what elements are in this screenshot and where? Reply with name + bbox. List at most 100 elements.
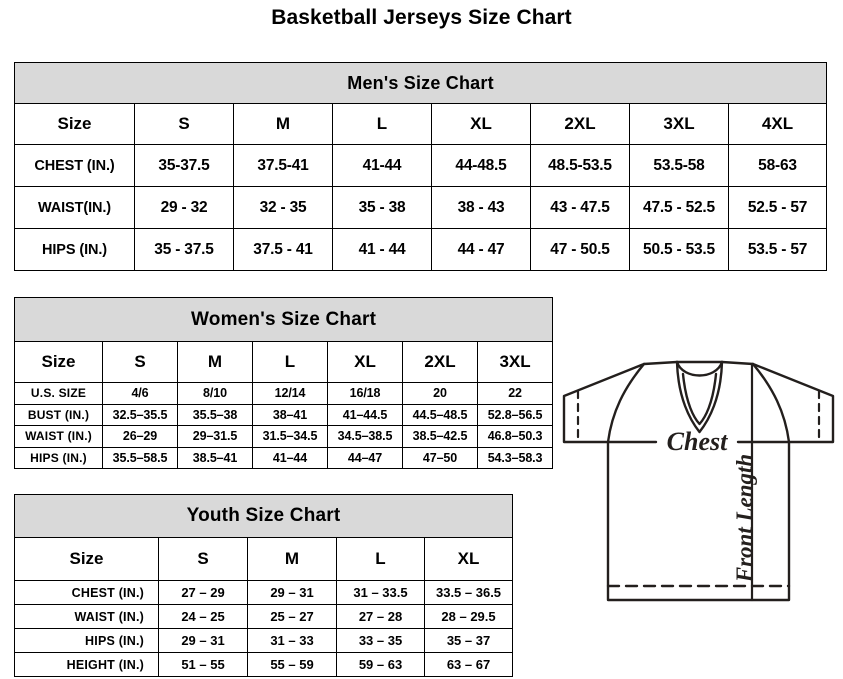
table-row: BUST (IN.) 32.5–35.5 35.5–38 38–41 41–44… [14,403,554,426]
youth-cell: 25 – 27 [247,604,337,629]
womens-band-title: Women's Size Chart [13,297,554,342]
mens-cell: 29 - 32 [134,186,234,229]
youth-cell: 51 – 55 [158,652,248,677]
youth-cell: 24 – 25 [158,604,248,629]
womens-cell: 26–29 [102,425,178,448]
womens-cell: 38–41 [252,403,328,426]
chest-label: Chest [667,427,728,456]
youth-cell: 35 – 37 [423,628,514,653]
womens-cell: 29–31.5 [177,425,253,448]
front-length-label: Front Length [732,454,757,583]
mens-cell: 52.5 - 57 [727,186,828,229]
mens-cell: 48.5-53.5 [530,144,630,187]
womens-cell: 47–50 [402,446,478,469]
vneck-inner [681,372,718,426]
mens-col-s: S [134,103,234,145]
mens-col-size: Size [14,103,135,145]
womens-cell: 31.5–34.5 [252,425,328,448]
womens-size-table: Women's Size Chart Size S M L XL 2XL 3XL… [13,297,554,469]
table-row: HEIGHT (IN.) 51 – 55 55 – 59 59 – 63 63 … [14,652,514,677]
mens-header-row: Size S M L XL 2XL 3XL 4XL [14,103,828,145]
youth-cell: 31 – 33.5 [336,580,425,605]
body-outline [606,440,791,602]
womens-row-label: HIPS (IN.) [14,446,103,469]
mens-cell: 37.5-41 [233,144,333,187]
vneck-outer [675,360,724,434]
womens-row-label: BUST (IN.) [14,403,103,426]
mens-band-row: Men's Size Chart [13,62,828,104]
womens-band-row: Women's Size Chart [13,297,554,342]
womens-cell: 38.5–42.5 [402,425,478,448]
mens-band-title: Men's Size Chart [13,62,828,104]
youth-col-xl: XL [423,537,514,581]
womens-cell: 44.5–48.5 [402,403,478,426]
youth-band-title: Youth Size Chart [13,494,514,538]
jersey-measurement-diagram: Chest Front Length [556,358,843,648]
youth-cell: 29 – 31 [247,580,337,605]
page-title: Basketball Jerseys Size Chart [271,6,572,29]
womens-header-row: Size S M L XL 2XL 3XL [14,341,554,383]
womens-cell: 38.5–41 [177,446,253,469]
youth-cell: 55 – 59 [247,652,337,677]
womens-cell: 41–44 [252,446,328,469]
youth-cell: 59 – 63 [336,652,425,677]
mens-cell: 47.5 - 52.5 [629,186,729,229]
mens-row-label: CHEST (IN.) [14,144,135,187]
youth-row-label: HEIGHT (IN.) [14,652,159,677]
table-row: WAIST(IN.) 29 - 32 32 - 35 35 - 38 38 - … [14,186,828,229]
table-row: WAIST (IN.) 24 – 25 25 – 27 27 – 28 28 –… [14,604,514,629]
womens-col-size: Size [14,341,103,383]
youth-cell: 27 – 28 [336,604,425,629]
right-armhole [751,362,791,444]
mens-cell: 44 - 47 [431,228,531,271]
mens-cell: 32 - 35 [233,186,333,229]
youth-cell: 63 – 67 [423,652,514,677]
youth-col-l: L [336,537,425,581]
mens-col-2xl: 2XL [530,103,630,145]
mens-cell: 47 - 50.5 [530,228,630,271]
mens-cell: 35 - 38 [332,186,432,229]
table-row: CHEST (IN.) 27 – 29 29 – 31 31 – 33.5 33… [14,580,514,605]
mens-col-l: L [332,103,432,145]
womens-cell: 54.3–58.3 [476,446,554,469]
mens-cell: 50.5 - 53.5 [629,228,729,271]
womens-cell: 16/18 [327,382,403,405]
womens-cell: 8/10 [177,382,253,405]
mens-cell: 41 - 44 [332,228,432,271]
youth-size-table: Youth Size Chart Size S M L XL CHEST (IN… [13,494,514,677]
womens-cell: 41–44.5 [327,403,403,426]
table-row: HIPS (IN.) 29 – 31 31 – 33 33 – 35 35 – … [14,628,514,653]
youth-col-s: S [158,537,248,581]
youth-cell: 27 – 29 [158,580,248,605]
mens-row-label: HIPS (IN.) [14,228,135,271]
table-row: U.S. SIZE 4/6 8/10 12/14 16/18 20 22 [14,382,554,405]
youth-header-row: Size S M L XL [14,537,514,581]
youth-cell: 28 – 29.5 [423,604,514,629]
womens-col-m: M [177,341,253,383]
table-row: HIPS (IN.) 35.5–58.5 38.5–41 41–44 44–47… [14,446,554,469]
womens-cell: 35.5–38 [177,403,253,426]
mens-cell: 35 - 37.5 [134,228,234,271]
womens-row-label: WAIST (IN.) [14,425,103,448]
womens-cell: 32.5–35.5 [102,403,178,426]
youth-row-label: HIPS (IN.) [14,628,159,653]
mens-cell: 58-63 [727,144,828,187]
mens-col-4xl: 4XL [727,103,828,145]
right-sleeve-outline [751,362,835,444]
womens-cell: 52.8–56.5 [476,403,554,426]
collar-band [675,360,724,377]
womens-cell: 4/6 [102,382,178,405]
womens-col-2xl: 2XL [402,341,478,383]
womens-row-label: U.S. SIZE [14,382,103,405]
womens-cell: 35.5–58.5 [102,446,178,469]
womens-cell: 20 [402,382,478,405]
table-row: WAIST (IN.) 26–29 29–31.5 31.5–34.5 34.5… [14,425,554,448]
youth-col-m: M [247,537,337,581]
left-armhole [606,362,646,444]
mens-col-m: M [233,103,333,145]
mens-cell: 37.5 - 41 [233,228,333,271]
womens-cell: 46.8–50.3 [476,425,554,448]
table-row: CHEST (IN.) 35-37.5 37.5-41 41-44 44-48.… [14,144,828,187]
youth-cell: 33 – 35 [336,628,425,653]
womens-col-3xl: 3XL [476,341,554,383]
